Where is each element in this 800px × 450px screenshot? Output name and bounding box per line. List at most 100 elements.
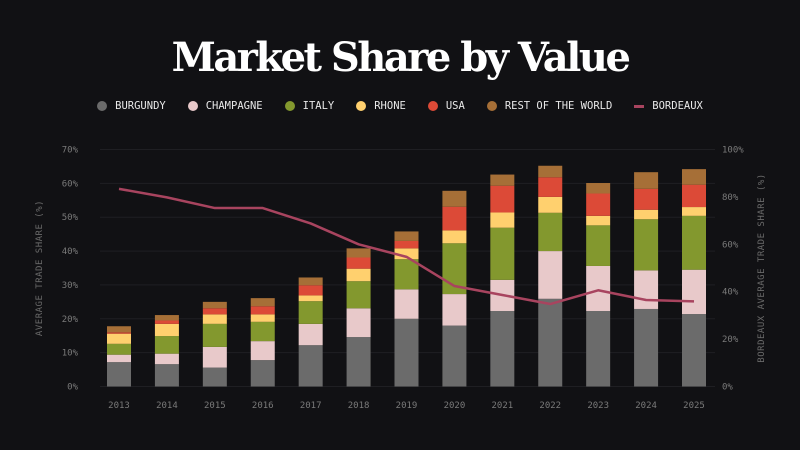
bar-segment-burgundy <box>250 360 275 387</box>
bar-segment-rest-of-the-world <box>682 169 706 185</box>
x-tick-label: 2014 <box>156 401 178 411</box>
legend-label: BURGUNDY <box>115 100 166 112</box>
bar-segment-rhone <box>107 333 131 344</box>
bar-segment-champagne <box>154 353 179 365</box>
chart-title: Market Share by Value <box>171 34 631 81</box>
legend-label: REST OF THE WORLD <box>504 100 613 112</box>
bar-segment-italy <box>250 321 275 342</box>
bar-segment-rhone <box>682 207 706 216</box>
bar-segment-usa <box>154 320 179 324</box>
bar-segment-rhone <box>202 314 227 324</box>
bar-segment-rest-of-the-world <box>490 174 515 186</box>
bar-segment-usa <box>682 184 706 208</box>
bar-segment-usa <box>394 240 419 249</box>
bar-segment-burgundy <box>538 298 563 387</box>
bar-segment-italy <box>394 259 419 290</box>
bar-segment-italy <box>298 301 323 324</box>
bar-segment-usa <box>250 306 275 315</box>
bar-segment-champagne <box>250 341 275 361</box>
y-tick-label: 70% <box>62 146 79 156</box>
bar-segment-rhone <box>442 230 467 244</box>
y2-tick-label: 0% <box>722 383 733 393</box>
legend-line-swatch <box>634 104 645 108</box>
bar-segment-italy <box>154 336 179 354</box>
bar-segment-italy <box>538 212 563 252</box>
y2-tick-label: 60% <box>722 240 739 250</box>
bar-segment-italy <box>202 323 227 347</box>
bar-segment-burgundy <box>202 367 227 387</box>
bar-segment-usa <box>538 177 563 197</box>
x-tick-label: 2016 <box>252 401 274 411</box>
y2-tick-label: 40% <box>722 288 739 298</box>
x-tick-label: 2020 <box>444 401 466 411</box>
bar-segment-burgundy <box>394 318 419 387</box>
y-tick-label: 50% <box>62 213 79 223</box>
bar-segment-rest-of-the-world <box>538 165 563 178</box>
y-tick-label: 30% <box>62 281 79 291</box>
legend-item: BORDEAUX <box>634 100 703 112</box>
bar-segment-rest-of-the-world <box>250 298 275 307</box>
bar-segment-champagne <box>346 308 371 338</box>
bar-segment-champagne <box>586 265 611 311</box>
bar-segment-rhone <box>490 212 515 228</box>
legend-swatch <box>486 101 497 111</box>
bar-segment-rest-of-the-world <box>298 277 323 286</box>
x-tick-label: 2024 <box>635 401 657 411</box>
bar-segment-rest-of-the-world <box>154 315 179 321</box>
legend-item: RHONE <box>356 100 406 112</box>
bar-segment-usa <box>586 193 611 216</box>
x-tick-label: 2015 <box>204 401 226 411</box>
y2-axis-label: BORDEAUX AVERAGE TRADE SHARE (%) <box>757 173 767 362</box>
x-tick-label: 2023 <box>587 401 609 411</box>
bar-segment-usa <box>202 308 227 315</box>
y2-tick-label: 80% <box>722 193 739 203</box>
bar-segment-champagne <box>394 289 419 319</box>
bar-segment-rest-of-the-world <box>442 190 467 207</box>
legend-label: USA <box>445 100 465 112</box>
bar-segment-italy <box>634 219 659 271</box>
legend-item: CHAMPAGNE <box>187 100 263 112</box>
bar-segment-champagne <box>202 346 227 368</box>
bar-segment-rest-of-the-world <box>346 248 371 258</box>
bar-segment-usa <box>107 332 131 334</box>
bar-segment-italy <box>682 215 706 270</box>
bar-segment-italy <box>346 281 371 309</box>
bar-segment-italy <box>107 343 131 355</box>
legend-swatch <box>427 101 438 111</box>
bar-segment-rest-of-the-world <box>586 183 611 194</box>
legend-swatch <box>356 101 367 111</box>
bar-segment-rest-of-the-world <box>202 301 227 309</box>
legend-swatch <box>284 101 295 111</box>
bar-segment-champagne <box>442 294 467 326</box>
bar-segment-rest-of-the-world <box>394 231 419 241</box>
legend-label: CHAMPAGNE <box>205 100 263 112</box>
bar-segment-italy <box>586 225 611 266</box>
bar-segment-usa <box>634 188 659 210</box>
legend-swatch <box>97 101 108 111</box>
bar-segment-rhone <box>154 323 179 337</box>
bar-segment-rhone <box>250 314 275 322</box>
bar-segment-champagne <box>298 323 323 346</box>
y2-tick-label: 20% <box>722 335 739 345</box>
x-tick-label: 2025 <box>683 401 705 411</box>
y-tick-label: 0% <box>67 383 78 393</box>
x-tick-label: 2019 <box>396 401 418 411</box>
bar-segment-usa <box>490 185 515 213</box>
y-tick-label: 10% <box>62 349 79 359</box>
bar-segment-champagne <box>538 251 563 299</box>
y-tick-label: 40% <box>62 247 79 257</box>
bar-segment-rhone <box>634 209 659 220</box>
x-tick-label: 2018 <box>348 401 370 411</box>
bar-segment-rest-of-the-world <box>634 172 659 189</box>
bar-segment-burgundy <box>298 345 323 387</box>
x-tick-label: 2022 <box>539 401 561 411</box>
y2-tick-label: 100% <box>722 146 744 156</box>
bar-segment-rhone <box>586 215 611 226</box>
x-tick-label: 2013 <box>108 401 130 411</box>
legend-item: USA <box>427 100 465 112</box>
y-tick-label: 20% <box>62 315 79 325</box>
bar-segment-champagne <box>107 354 131 363</box>
bar-segment-burgundy <box>682 314 706 387</box>
legend-item: ITALY <box>284 100 334 112</box>
